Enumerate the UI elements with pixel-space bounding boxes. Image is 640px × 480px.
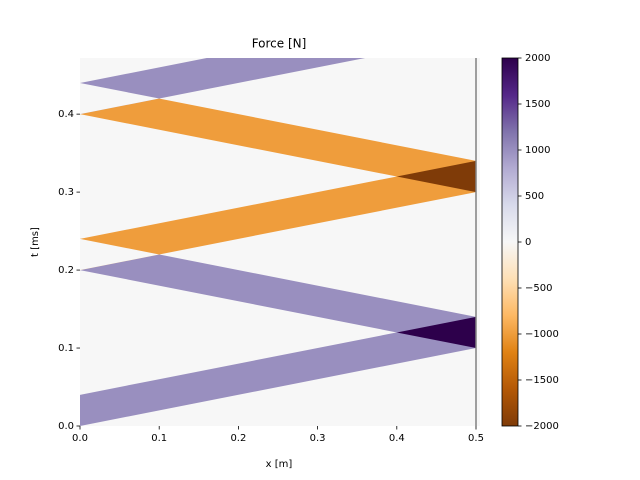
force-region xyxy=(396,316,476,349)
force-region xyxy=(80,82,160,115)
colorbar-tick-label: −2000 xyxy=(525,421,559,432)
force-region xyxy=(396,160,476,193)
plot-area xyxy=(80,58,480,426)
x-tick-label: 0.2 xyxy=(230,433,246,444)
colorbar-tick-label: −1500 xyxy=(525,375,559,386)
y-axis-label: t [ms] xyxy=(30,227,41,257)
y-tick-label: 0.3 xyxy=(58,187,74,198)
x-tick-label: 0.1 xyxy=(151,433,167,444)
colorbar-tick-label: 500 xyxy=(525,191,544,202)
y-tick-label: 0.1 xyxy=(58,343,74,354)
y-tick-label: 0.2 xyxy=(58,265,74,276)
x-tick-label: 0.5 xyxy=(468,433,484,444)
colorbar-tick-label: −500 xyxy=(525,283,552,294)
y-tick-label: 0.0 xyxy=(58,421,74,432)
colorbar-tick-label: 1500 xyxy=(525,99,550,110)
force-region xyxy=(80,160,476,271)
colorbar-tick-label: −1000 xyxy=(525,329,559,340)
y-tick-label: 0.4 xyxy=(58,109,74,120)
x-tick-label: 0.0 xyxy=(72,433,88,444)
force-region xyxy=(80,238,476,349)
force-region xyxy=(80,82,476,193)
x-tick-label: 0.3 xyxy=(310,433,326,444)
colorbar-tick-label: 1000 xyxy=(525,145,550,156)
colorbar-tick-label: 0 xyxy=(525,237,531,248)
colorbar xyxy=(501,57,519,427)
x-axis-label: x [m] xyxy=(266,459,293,470)
force-region xyxy=(80,238,160,271)
colorbar-tick-label: 2000 xyxy=(525,53,550,64)
x-tick-label: 0.4 xyxy=(389,433,405,444)
chart-title: Force [N] xyxy=(252,37,307,51)
force-region xyxy=(80,316,476,426)
